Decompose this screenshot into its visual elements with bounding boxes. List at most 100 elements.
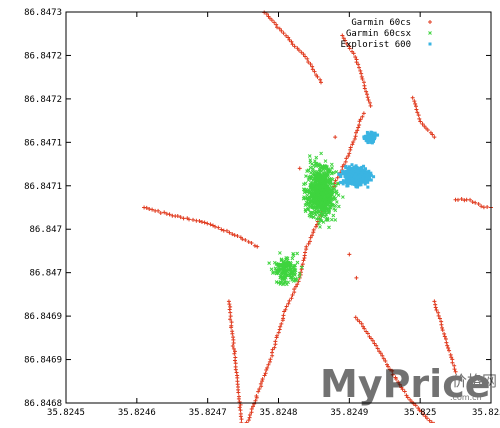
- data-point: [360, 165, 364, 169]
- data-point: [323, 159, 328, 163]
- data-point: [325, 172, 330, 177]
- data-point: [308, 158, 313, 162]
- data-point: [309, 170, 313, 175]
- data-point: [390, 368, 395, 373]
- data-point: [230, 343, 235, 348]
- data-point: [279, 28, 284, 33]
- data-point: [332, 186, 337, 191]
- data-point: [363, 180, 367, 184]
- data-point: [448, 352, 453, 357]
- data-point: [239, 417, 244, 422]
- data-point: [385, 362, 390, 367]
- data-point: [317, 167, 322, 172]
- series-2: [267, 151, 345, 287]
- data-point: [147, 207, 152, 212]
- data-point: [290, 275, 294, 280]
- data-point: [310, 233, 315, 238]
- data-point: [307, 190, 312, 195]
- data-point: [423, 414, 428, 419]
- data-point: [254, 395, 259, 400]
- data-point: [368, 173, 372, 177]
- data-point: [267, 261, 271, 265]
- data-point: [400, 387, 405, 392]
- y-tick-label: 86.8469: [24, 312, 62, 322]
- legend-label: Garmin 60cs: [351, 18, 411, 28]
- data-point: [232, 233, 237, 238]
- data-point: [352, 137, 357, 142]
- data-point: [368, 176, 372, 180]
- x-tick-label: 35.8248: [260, 408, 298, 418]
- data-point: [362, 326, 367, 331]
- data-point: [278, 251, 282, 255]
- data-point: [302, 256, 307, 261]
- data-point: [334, 200, 339, 204]
- data-point: [255, 244, 260, 249]
- data-point: [307, 204, 312, 208]
- data-point: [233, 364, 238, 369]
- data-point: [361, 80, 366, 85]
- data-point: [297, 166, 302, 171]
- data-point: [378, 351, 383, 356]
- data-point: [356, 62, 361, 67]
- legend-marker: [428, 42, 432, 46]
- data-point: [150, 207, 155, 212]
- data-point: [364, 173, 368, 177]
- data-point: [362, 168, 366, 172]
- data-point: [278, 324, 283, 329]
- data-point: [313, 159, 317, 163]
- data-point: [229, 320, 234, 325]
- data-point: [372, 134, 376, 138]
- data-point: [273, 342, 278, 347]
- data-point: [344, 169, 348, 173]
- data-point: [343, 38, 348, 43]
- data-point: [309, 210, 314, 215]
- data-point: [275, 268, 279, 273]
- data-point: [289, 296, 294, 301]
- data-point: [333, 135, 338, 140]
- data-point: [284, 33, 289, 38]
- data-point: [235, 373, 240, 378]
- data-point: [330, 197, 335, 202]
- data-point: [236, 394, 241, 399]
- data-point: [213, 224, 218, 229]
- data-point: [280, 260, 285, 265]
- data-point: [243, 237, 248, 242]
- data-point: [314, 212, 318, 217]
- data-point: [354, 60, 359, 65]
- data-point: [232, 349, 237, 354]
- data-point: [317, 184, 322, 189]
- data-point: [272, 345, 277, 350]
- y-tick-label: 86.8471: [24, 138, 62, 148]
- data-point: [237, 405, 242, 410]
- data-point: [329, 162, 334, 167]
- data-point: [268, 357, 273, 362]
- data-point: [318, 225, 322, 229]
- data-point: [325, 168, 330, 173]
- data-point: [327, 178, 332, 182]
- data-point: [319, 219, 324, 223]
- x-tick-label: 35.825: [404, 408, 437, 418]
- data-point: [364, 134, 368, 138]
- data-point: [328, 180, 333, 185]
- data-point: [238, 411, 243, 416]
- data-point: [233, 361, 238, 366]
- data-point: [359, 177, 363, 181]
- data-point: [269, 267, 274, 272]
- data-point: [417, 408, 422, 413]
- data-point: [375, 346, 380, 351]
- data-point: [350, 174, 354, 178]
- data-point: [351, 170, 355, 174]
- data-point: [320, 184, 325, 189]
- data-point: [249, 241, 254, 246]
- data-point: [357, 183, 361, 187]
- data-point: [275, 25, 280, 30]
- data-point: [162, 210, 167, 215]
- y-tick-label: 86.8472: [24, 51, 62, 61]
- data-point: [240, 237, 245, 242]
- data-point: [306, 59, 311, 64]
- data-point: [358, 175, 362, 179]
- data-point: [347, 46, 352, 51]
- data-point: [349, 172, 353, 176]
- data-point: [282, 259, 287, 263]
- watermark-main: MyPrice: [320, 362, 491, 406]
